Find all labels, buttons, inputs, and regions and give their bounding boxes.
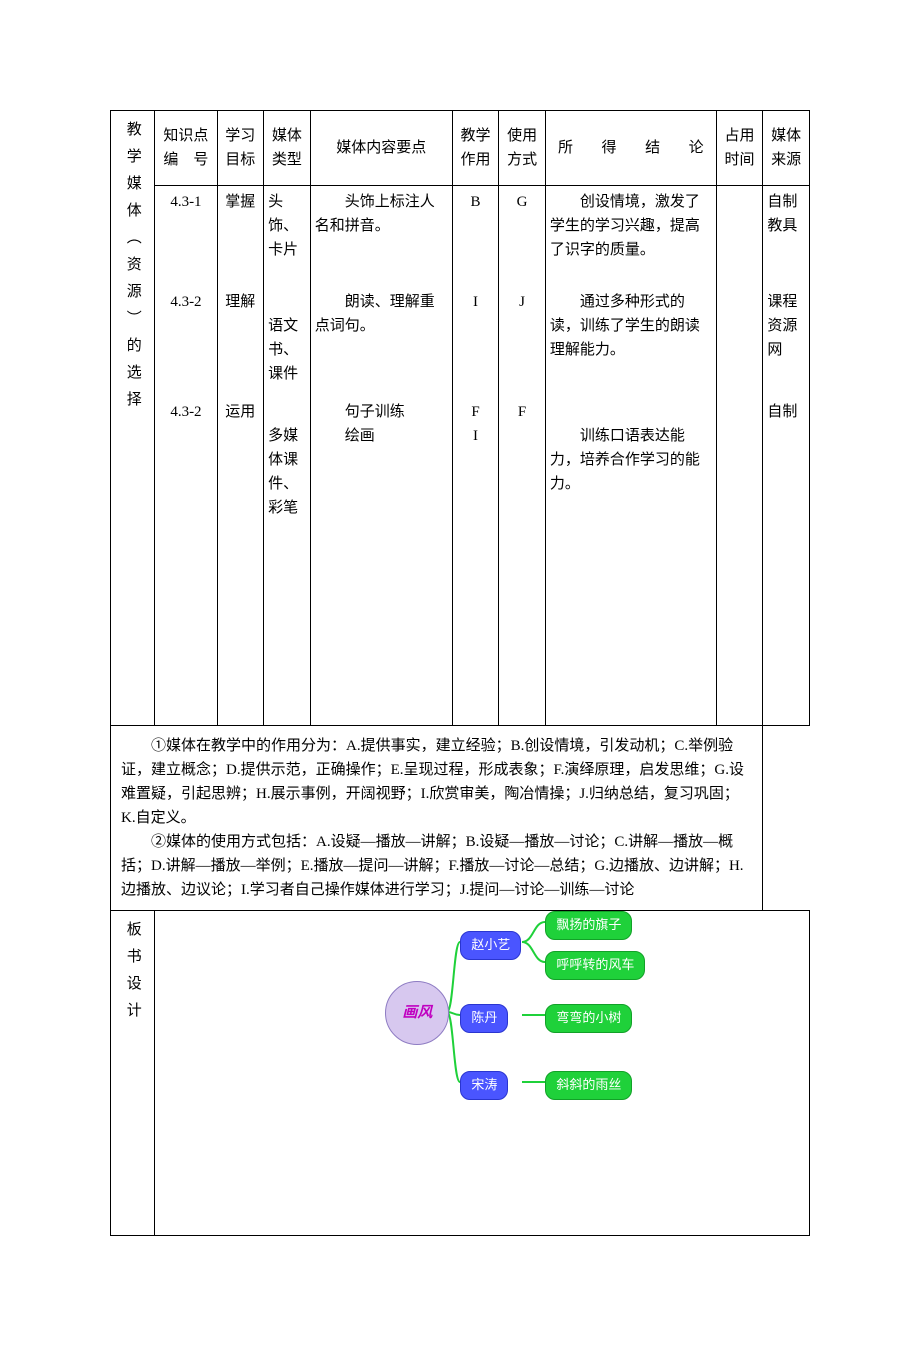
hub-node: 画风 [385,981,449,1045]
col-mcontent: 头饰上标注人名和拼音。 朗读、理解重点词句。 句子训练 绘画 [310,186,452,726]
leaf-node: 飘扬的旗子 [545,911,632,940]
row-label-media: 教学媒体（资源）的选择 [111,111,155,726]
col-time [716,186,763,726]
leaf-node: 斜斜的雨丝 [545,1071,632,1100]
footnote-row: ①媒体在教学中的作用分为：A.提供事实，建立经验；B.创设情境，引发动机；C.举… [111,726,810,911]
col-concl: 创设情境，激发了学生的学习兴趣，提高了识字的质量。 通过多种形式的读，训练了学生… [545,186,716,726]
footnote-p1: ①媒体在教学中的作用分为：A.提供事实，建立经验；B.创设情境，引发动机；C.举… [121,734,752,830]
col-goal: 掌握理解运用 [217,186,264,726]
row-label-board-text: 板书设计 [121,921,145,1029]
row-label-media-text: 教学媒体（资源）的选择 [121,121,145,418]
board-row: 板书设计 画风赵小艺陈丹宋涛 飘扬的旗子呼呼转的风车弯弯的小树斜斜的雨丝 [111,911,810,1236]
lesson-plan-table: 教学媒体（资源）的选择 知识点编 号 学习目标 媒体类型 媒体内容要点 教学作用… [110,110,810,1236]
leaf-node: 弯弯的小树 [545,1004,632,1033]
header-row: 教学媒体（资源）的选择 知识点编 号 学习目标 媒体类型 媒体内容要点 教学作用… [111,111,810,186]
hdr-time: 占用时间 [716,111,763,186]
hdr-umode: 使用方式 [499,111,546,186]
hdr-msrc: 媒体来源 [763,111,810,186]
hdr-mcontent: 媒体内容要点 [310,111,452,186]
board-diagram: 画风赵小艺陈丹宋涛 飘扬的旗子呼呼转的风车弯弯的小树斜斜的雨丝 [155,911,809,1221]
col-umode: GJF [499,186,546,726]
hdr-mtype: 媒体类型 [264,111,311,186]
col-kid: 4.3-14.3-24.3-2 [155,186,217,726]
col-mtype: 头饰、 卡片 语文书、课件 多媒体课件、彩笔 [264,186,311,726]
footnote-cell: ①媒体在教学中的作用分为：A.提供事实，建立经验；B.创设情境，引发动机；C.举… [111,726,763,911]
leaf-node: 呼呼转的风车 [545,951,645,980]
board-diagram-cell: 画风赵小艺陈丹宋涛 飘扬的旗子呼呼转的风车弯弯的小树斜斜的雨丝 [155,911,810,1236]
col-trole: BIFI [452,186,499,726]
row-label-board: 板书设计 [111,911,155,1236]
person-node: 赵小艺 [460,931,521,960]
col-msrc: 自制教具课程资源网自制 [763,186,810,726]
hdr-goal: 学习目标 [217,111,264,186]
hdr-concl: 所 得 结 论 [545,111,716,186]
body-row: 4.3-14.3-24.3-2 掌握理解运用 头饰、 卡片 语文书、课件 多媒体… [111,186,810,726]
footnote-p2: ②媒体的使用方式包括：A.设疑—播放—讲解；B.设疑—播放—讨论；C.讲解—播放… [121,830,752,902]
person-node: 宋涛 [460,1071,508,1100]
person-node: 陈丹 [460,1004,508,1033]
hdr-kid: 知识点编 号 [155,111,217,186]
hdr-trole: 教学作用 [452,111,499,186]
